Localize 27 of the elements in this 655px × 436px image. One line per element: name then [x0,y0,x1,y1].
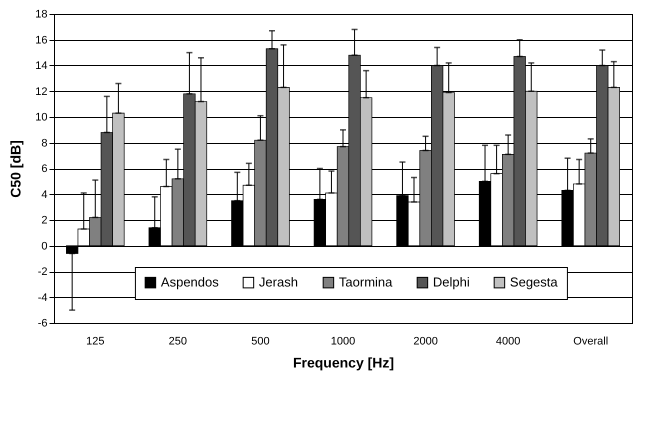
x-tick-label: 500 [251,336,270,348]
x-tick-label: 4000 [496,336,520,348]
y-tick-label: 2 [41,214,48,226]
y-tick-label: 8 [41,137,48,150]
legend-label: Delphi [432,274,470,290]
x-tick-label: Overall [573,336,608,348]
x-tick-label: 2000 [413,336,438,348]
x-tick-label: 125 [86,336,104,348]
legend-label: Taormina [338,274,394,290]
y-tick-label: 6 [41,163,48,175]
legend-label: Aspendos [160,274,220,290]
y-tick-label: 14 [35,60,48,72]
legend-label: Segesta [510,274,558,290]
y-tick-label: 18 [35,8,48,20]
y-tick-label: 16 [35,34,48,46]
legend-label: Jerash [258,274,298,290]
x-tick-label: 1000 [330,336,356,348]
y-tick-label: -2 [38,266,48,278]
x-tick-label: 250 [168,336,188,348]
y-tick-label: -6 [38,318,48,330]
y-tick-label: 12 [35,86,48,98]
y-axis-title: C50 [dB] [7,140,24,198]
y-tick-label: 0 [41,240,48,252]
y-tick-label: 10 [35,112,48,124]
x-axis-title: Frequency [Hz] [292,354,394,370]
y-tick-label: 4 [41,188,48,201]
y-tick-label: -4 [38,292,48,304]
